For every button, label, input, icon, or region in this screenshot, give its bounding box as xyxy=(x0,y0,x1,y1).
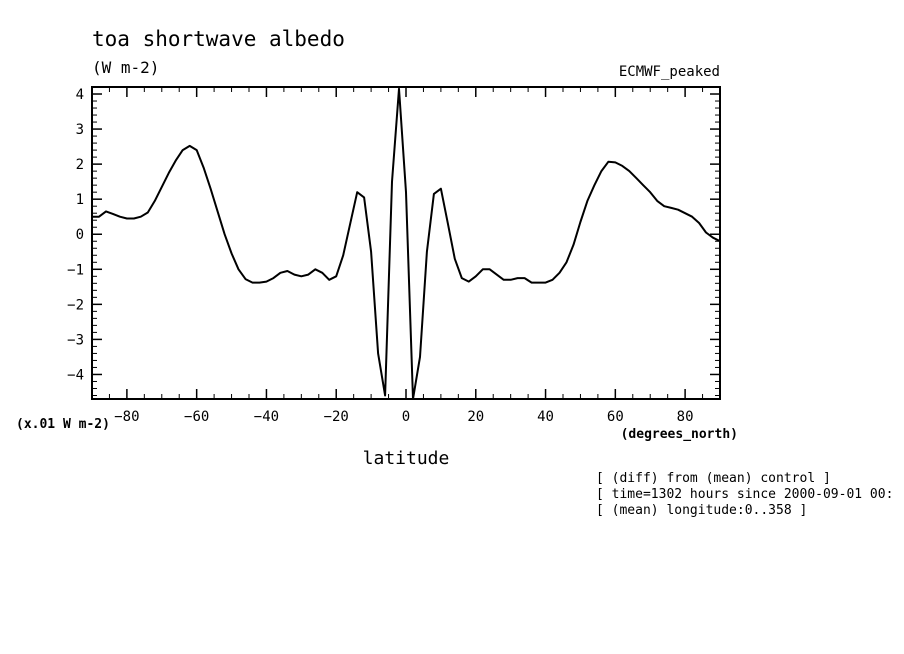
y-tick-label: 4 xyxy=(76,87,84,103)
chart-units: (W m-2) xyxy=(92,58,159,77)
x-tick-label: −20 xyxy=(324,409,349,425)
x-tick-label: 40 xyxy=(537,409,554,425)
x-tick-label: 20 xyxy=(467,409,484,425)
plot-frame xyxy=(91,86,721,400)
x-tick-label: −40 xyxy=(254,409,279,425)
x-tick-label: 60 xyxy=(607,409,624,425)
y-tick-label: −4 xyxy=(67,367,84,383)
note-longitude: [ (mean) longitude:0..358 ] xyxy=(596,503,807,518)
note-time: [ time=1302 hours since 2000-09-01 00: xyxy=(596,487,893,502)
x-tick-label: 80 xyxy=(677,409,694,425)
x-axis-label: latitude xyxy=(363,448,450,469)
y-tick-label: 1 xyxy=(76,192,84,208)
y-tick-label: −3 xyxy=(67,332,84,348)
y-tick-label: 2 xyxy=(76,157,84,173)
series-line xyxy=(92,87,721,400)
x-tick-label: −80 xyxy=(114,409,139,425)
y-tick-label: −1 xyxy=(67,262,84,278)
chart-title: toa shortwave albedo xyxy=(92,27,345,51)
y-axis-ticks xyxy=(92,86,720,396)
note-diff: [ (diff) from (mean) control ] xyxy=(596,471,831,486)
x-tick-label: −60 xyxy=(184,409,209,425)
x-tick-label: 0 xyxy=(402,409,410,425)
y-axis-tick-labels: −4 −3 −2 −1 0 1 2 3 4 xyxy=(67,87,84,383)
y-scale-label: (x.01 W m-2) xyxy=(16,417,110,432)
series-label: ECMWF_peaked xyxy=(619,64,720,80)
y-tick-label: 3 xyxy=(76,122,84,138)
x-axis-ticks xyxy=(91,87,721,399)
x-unit-label: (degrees_north) xyxy=(621,427,738,442)
y-tick-label: −2 xyxy=(67,297,84,313)
y-tick-label: 0 xyxy=(76,227,84,243)
x-axis-tick-labels: −80 −60 −40 −20 0 20 40 60 80 xyxy=(114,409,693,425)
